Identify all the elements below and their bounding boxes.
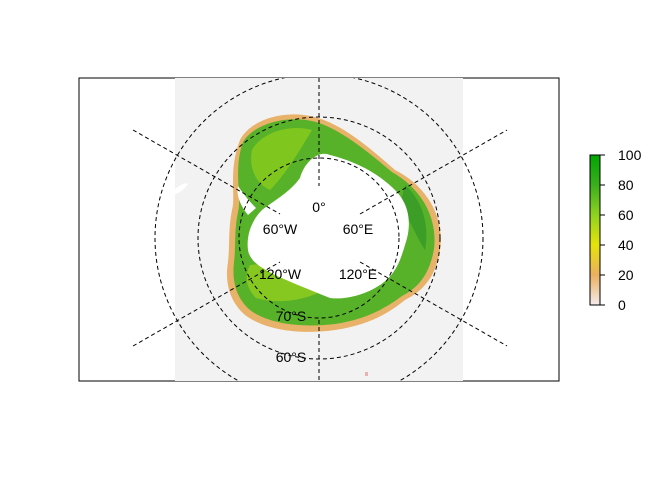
legend-tick-label: 60 <box>618 207 634 223</box>
legend-ticks: 0 20 40 60 80 100 <box>600 147 642 313</box>
parallel-label-70s: 70°S <box>276 308 307 324</box>
legend-colorbar <box>589 154 601 306</box>
meridian-label-120w: 120°W <box>259 266 302 282</box>
meridian-line <box>132 129 281 215</box>
meridian-label-60e: 60°E <box>343 221 374 237</box>
meridian-line <box>132 261 281 347</box>
parallel-circle <box>154 78 484 381</box>
meridian-line <box>359 129 508 215</box>
meridian-label-60w: 60°W <box>263 221 298 237</box>
parallel-circle <box>238 157 400 319</box>
meridian-label-0: 0° <box>312 199 325 215</box>
meridian-line <box>359 261 508 347</box>
legend-tick-label: 0 <box>618 297 626 313</box>
island <box>365 372 368 376</box>
sea-ice-patch <box>246 264 330 302</box>
island <box>174 183 188 194</box>
sea-ice-patch <box>400 185 427 250</box>
legend-tick-label: 80 <box>618 177 634 193</box>
legend-tick-label: 40 <box>618 237 634 253</box>
sea-ice-patch <box>251 128 312 190</box>
meridian-label-120e: 120°E <box>339 266 377 282</box>
parallel-label-60s: 60°S <box>276 349 307 365</box>
antarctic-continent <box>247 153 409 299</box>
antarctic-peninsula <box>237 186 256 215</box>
legend-tick-label: 100 <box>618 147 642 163</box>
legend-tick-label: 20 <box>618 267 634 283</box>
